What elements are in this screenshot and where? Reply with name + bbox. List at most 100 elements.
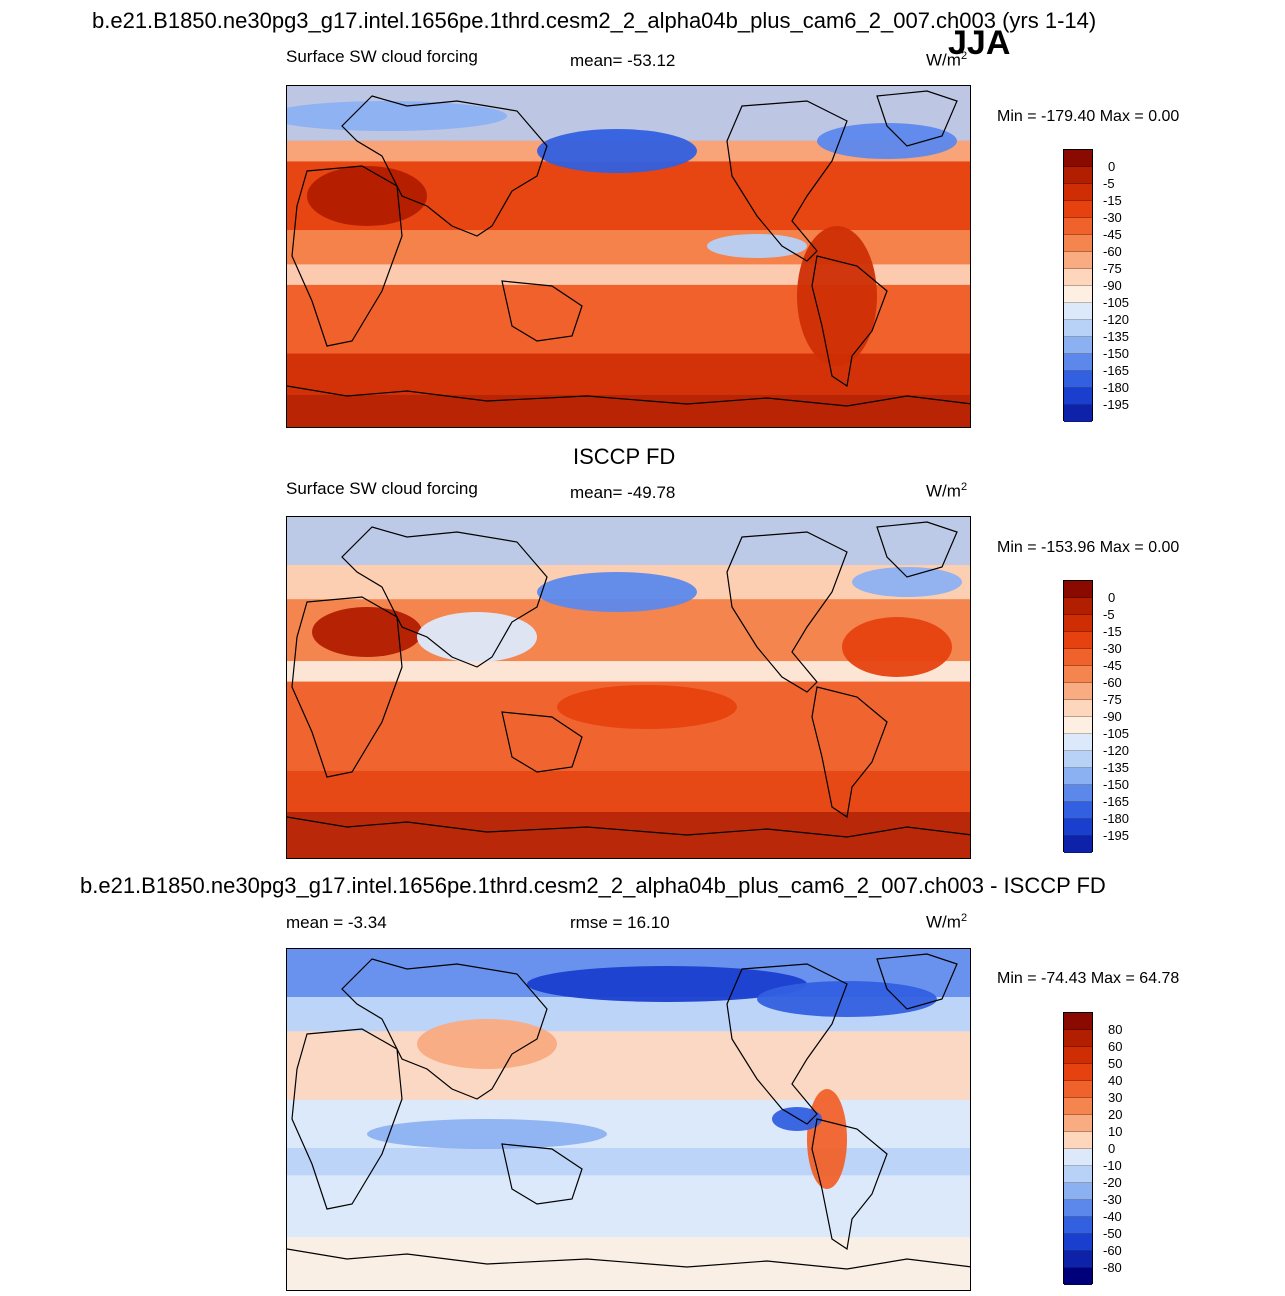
colorbar-tick-label: 10	[1108, 1124, 1123, 1139]
colorbar-swatch	[1064, 269, 1092, 286]
field-band	[287, 770, 970, 812]
colorbar-swatch	[1064, 615, 1092, 632]
min-max-label: Min = -74.43 Max = 64.78	[997, 970, 1180, 987]
coastline	[811, 255, 888, 388]
coastline	[341, 958, 548, 1100]
field-contour-region	[842, 617, 952, 677]
colorbar-swatch	[1064, 337, 1092, 354]
colorbar-tick-label: 40	[1108, 1073, 1123, 1088]
field-contour-region	[772, 1107, 822, 1131]
panel-left-label: Surface SW cloud forcing	[286, 47, 478, 66]
panel-rmse-label: rmse = 16.10	[570, 913, 670, 932]
colorbar-tick-label: -10	[1103, 1158, 1122, 1173]
colorbar-swatch	[1064, 581, 1092, 598]
map-obs	[286, 516, 971, 859]
field-contour-region	[807, 1089, 847, 1189]
field-contour-region	[537, 572, 697, 612]
field-contour-region	[417, 612, 537, 662]
coastline	[501, 1143, 583, 1205]
coastline	[341, 526, 548, 668]
colorbar-swatch	[1064, 1030, 1092, 1047]
colorbar-swatch	[1064, 371, 1092, 388]
colorbar-tick-label: -150	[1103, 346, 1130, 361]
field-contour-region	[307, 166, 427, 226]
map-canvas	[287, 949, 970, 1290]
colorbar-tick-label: -75	[1103, 692, 1122, 707]
panel-mean-label: mean= -49.78	[570, 483, 676, 502]
colorbar-tick-label: 80	[1108, 1022, 1123, 1037]
colorbar-tick-label: -150	[1103, 777, 1130, 792]
field-contour-region	[817, 123, 957, 159]
colorbar-swatch	[1064, 1064, 1092, 1081]
field-contour-region	[287, 101, 507, 131]
field-band	[287, 517, 970, 566]
field-contour-region	[557, 685, 737, 729]
colorbar	[1063, 149, 1093, 422]
colorbar-swatch	[1064, 1081, 1092, 1098]
colorbar-swatch	[1064, 1013, 1092, 1030]
panel-left-label: mean = -3.34	[286, 913, 387, 932]
map-canvas	[287, 517, 970, 858]
colorbar-swatch	[1064, 802, 1092, 819]
colorbar-swatch	[1064, 734, 1092, 751]
colorbar-swatch	[1064, 167, 1092, 184]
field-contour-region	[707, 234, 807, 258]
colorbar-tick-label: -60	[1103, 244, 1122, 259]
field-band	[287, 1175, 970, 1238]
coastline	[876, 953, 958, 1010]
colorbar-tick-label: -135	[1103, 329, 1130, 344]
field-contour-region	[312, 607, 422, 657]
colorbar-swatch	[1064, 1047, 1092, 1064]
colorbar-swatch	[1064, 1115, 1092, 1132]
colorbar-tick-label: -15	[1103, 193, 1122, 208]
colorbar-swatch	[1064, 1183, 1092, 1200]
colorbar-tick-label: -90	[1103, 278, 1122, 293]
colorbar-tick-label: -90	[1103, 709, 1122, 724]
panel-heading: ISCCP FD	[573, 444, 676, 469]
colorbar-tick-label: -120	[1103, 312, 1130, 327]
colorbar-swatch	[1064, 235, 1092, 252]
colorbar-tick-label: -5	[1103, 607, 1115, 622]
colorbar-tick-label: -30	[1103, 210, 1122, 225]
colorbar-swatch	[1064, 201, 1092, 218]
min-max-label: Min = -153.96 Max = 0.00	[997, 539, 1180, 556]
field-band	[287, 353, 970, 395]
field-contour-region	[757, 981, 937, 1017]
colorbar-swatch	[1064, 836, 1092, 853]
field-band	[287, 1147, 970, 1176]
colorbar-tick-label: -180	[1103, 380, 1130, 395]
colorbar-swatch	[1064, 303, 1092, 320]
colorbar-tick-label: -40	[1103, 1209, 1122, 1224]
field-band	[287, 811, 970, 858]
colorbar-swatch	[1064, 1149, 1092, 1166]
field-contour-region	[537, 129, 697, 173]
coastline	[726, 531, 848, 693]
colorbar-swatch	[1064, 751, 1092, 768]
colorbar-swatch	[1064, 286, 1092, 303]
panel-heading: b.e21.B1850.ne30pg3_g17.intel.1656pe.1th…	[80, 873, 1106, 898]
colorbar-swatch	[1064, 785, 1092, 802]
season-label: JJA	[948, 24, 1011, 62]
colorbar-swatch	[1064, 1200, 1092, 1217]
field-contour-region	[417, 1019, 557, 1069]
colorbar-swatch	[1064, 649, 1092, 666]
colorbar-tick-label: -120	[1103, 743, 1130, 758]
colorbar-swatch	[1064, 218, 1092, 235]
colorbar-tick-label: -30	[1103, 641, 1122, 656]
field-contour-region	[527, 966, 807, 1002]
field-band	[287, 1031, 970, 1100]
colorbar-swatch	[1064, 717, 1092, 734]
colorbar-tick-label: -165	[1103, 794, 1130, 809]
colorbar-tick-label: -60	[1103, 1243, 1122, 1258]
colorbar-tick-label: -60	[1103, 675, 1122, 690]
panel-left-label: Surface SW cloud forcing	[286, 479, 478, 498]
map-diff	[286, 948, 971, 1291]
panel-units: W/m2	[926, 50, 968, 70]
colorbar-tick-label: -30	[1103, 1192, 1122, 1207]
colorbar-tick-label: -195	[1103, 828, 1130, 843]
colorbar-tick-label: -75	[1103, 261, 1122, 276]
colorbar-tick-label: 0	[1108, 159, 1116, 174]
colorbar-swatch	[1064, 184, 1092, 201]
colorbar-tick-label: -135	[1103, 760, 1130, 775]
colorbar-tick-label: 20	[1108, 1107, 1123, 1122]
